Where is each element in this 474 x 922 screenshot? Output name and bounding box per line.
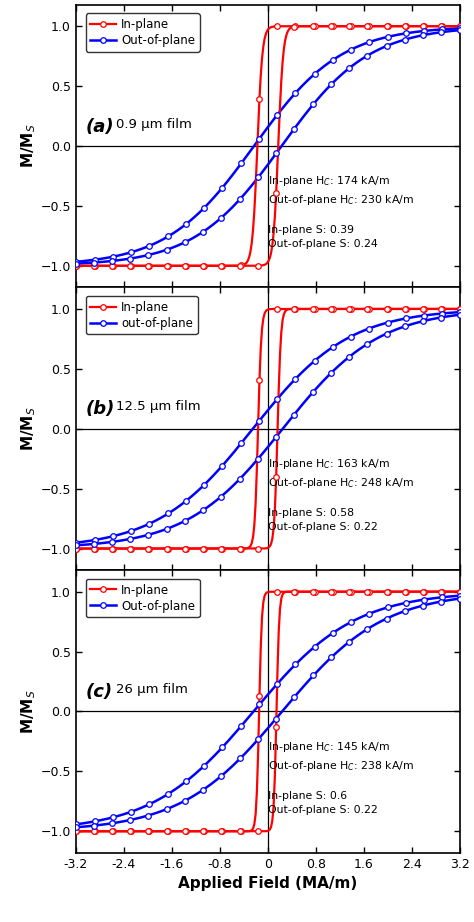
Y-axis label: M/M$_{S}$: M/M$_{S}$: [19, 690, 38, 734]
Legend: In-plane, out-of-plane: In-plane, out-of-plane: [86, 296, 198, 335]
Text: In-plane H$_C$: 145 kA/m
Out-of-plane H$_C$: 238 kA/m

In-plane S: 0.6
Out-of-pl: In-plane H$_C$: 145 kA/m Out-of-plane H$…: [268, 739, 414, 815]
Legend: In-plane, Out-of-plane: In-plane, Out-of-plane: [86, 579, 200, 617]
Y-axis label: M/M$_{S}$: M/M$_{S}$: [19, 124, 38, 168]
Text: (a): (a): [85, 118, 114, 136]
Text: (b): (b): [85, 400, 115, 419]
Text: In-plane H$_C$: 174 kA/m
Out-of-plane H$_C$: 230 kA/m

In-plane S: 0.39
Out-of-p: In-plane H$_C$: 174 kA/m Out-of-plane H$…: [268, 174, 414, 249]
X-axis label: Applied Field (MA/m): Applied Field (MA/m): [178, 876, 357, 892]
Y-axis label: M/M$_{S}$: M/M$_{S}$: [19, 407, 38, 451]
Legend: In-plane, Out-of-plane: In-plane, Out-of-plane: [86, 13, 200, 52]
Text: 0.9 μm film: 0.9 μm film: [116, 118, 192, 131]
Text: 12.5 μm film: 12.5 μm film: [116, 400, 201, 413]
Text: 26 μm film: 26 μm film: [116, 683, 188, 696]
Text: In-plane H$_C$: 163 kA/m
Out-of-plane H$_C$: 248 kA/m

In-plane S: 0.58
Out-of-p: In-plane H$_C$: 163 kA/m Out-of-plane H$…: [268, 457, 414, 532]
Text: (c): (c): [85, 683, 112, 702]
